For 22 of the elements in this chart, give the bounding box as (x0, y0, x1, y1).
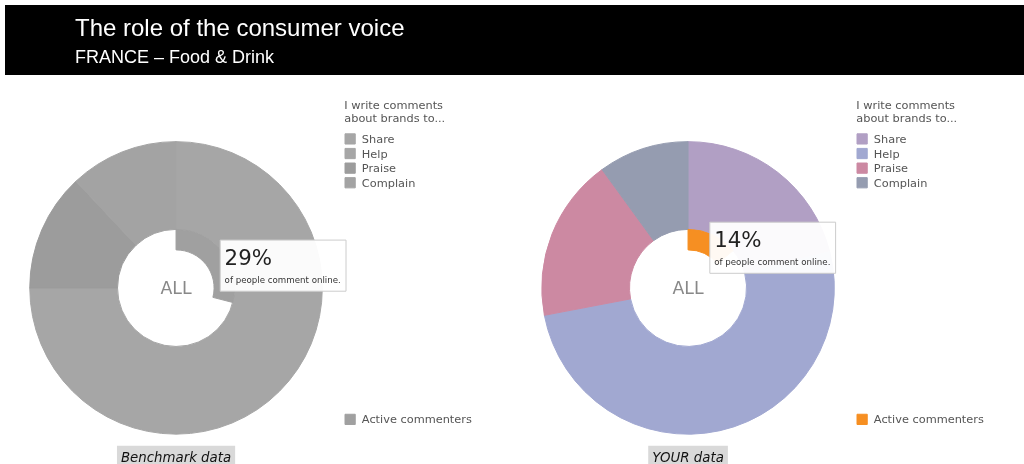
legend-label: Help (873, 146, 900, 161)
text: of people comment online. (714, 256, 831, 267)
legend-label: Complain (873, 175, 928, 190)
chart-title: The role of the consumer voice (75, 13, 405, 43)
legend-label: Share (361, 131, 395, 146)
chart-subtitle: FRANCE – Food & Drink (75, 46, 276, 70)
text: ALL (672, 277, 704, 298)
legend-title: I write comments about brands to... (344, 98, 446, 126)
data-label: 14% (714, 227, 762, 253)
legend-label: Complain (361, 175, 416, 190)
text: YOUR data (652, 449, 724, 464)
legend-label: Share (873, 131, 907, 146)
text: ALL (160, 277, 192, 298)
text: Benchmark data (120, 449, 232, 464)
legend-label: Praise (873, 161, 909, 176)
text: of people comment online. (224, 274, 341, 285)
legend-label: Active commenters (361, 412, 472, 427)
legend-title: I write comments about brands to... (856, 98, 958, 126)
data-label: 29% (224, 245, 272, 271)
legend-label: Praise (361, 161, 397, 176)
legend-label: Help (361, 146, 388, 161)
legend-label: Active commenters (873, 412, 984, 427)
